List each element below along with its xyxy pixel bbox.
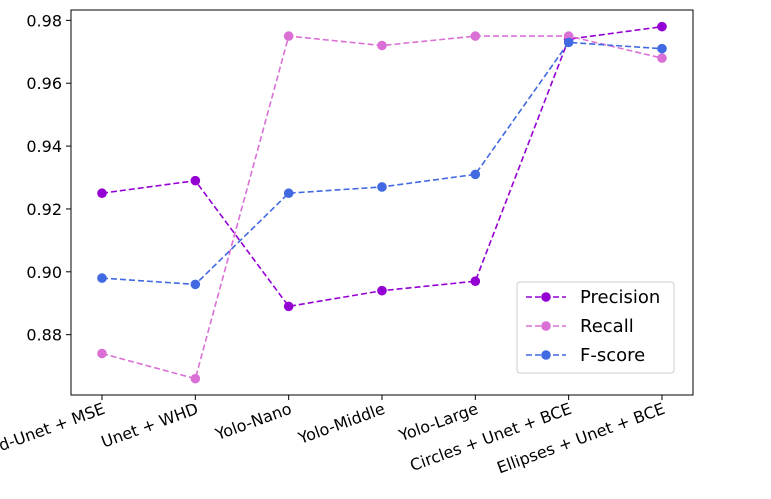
legend-label-precision: Precision xyxy=(580,287,660,308)
data-point-precision xyxy=(470,276,481,287)
legend-marker-recall xyxy=(541,321,551,331)
series-group xyxy=(97,21,667,384)
data-point-precision xyxy=(377,285,387,296)
legend-label-recall: Recall xyxy=(580,316,634,337)
data-point-recall xyxy=(283,31,294,41)
plot-frame xyxy=(70,9,694,396)
x-tick-label-yolo-middle: Yolo-Middle xyxy=(295,399,388,448)
data-point-f-score xyxy=(470,169,481,180)
data-point-recall xyxy=(470,31,481,41)
data-point-f-score xyxy=(377,182,387,192)
legend-box xyxy=(516,281,675,374)
data-point-f-score xyxy=(657,43,667,54)
series-f-score xyxy=(97,37,667,290)
x-tick-label-circles-unet-bce: Circles + Unet + BCE xyxy=(407,399,574,475)
data-point-f-score xyxy=(563,37,574,48)
y-tick-label: 0.94 xyxy=(26,137,62,156)
series-line-f-score xyxy=(101,41,663,286)
legend: Precision Recall F-score xyxy=(516,281,675,374)
x-tick-label-boosted-unet-mse: Boosted-Unet + MSE xyxy=(0,399,107,474)
data-point-precision xyxy=(97,188,107,199)
legend-label-f-score: F-score xyxy=(580,345,645,366)
data-point-recall xyxy=(377,40,387,51)
y-tick-label: 0.88 xyxy=(26,326,62,345)
data-point-precision xyxy=(190,175,201,186)
data-point-precision xyxy=(283,301,294,312)
y-axis: 0.88 0.90 0.92 0.94 0.96 0.98 xyxy=(26,11,71,345)
data-point-recall xyxy=(657,53,667,63)
y-tick-label: 0.96 xyxy=(26,74,62,93)
data-point-f-score xyxy=(190,279,201,290)
y-tick-label: 0.98 xyxy=(26,11,62,30)
data-point-precision xyxy=(657,21,667,32)
data-point-f-score xyxy=(283,188,294,199)
series-line-precision xyxy=(101,25,663,308)
data-point-f-score xyxy=(97,273,107,283)
y-tick-label: 0.92 xyxy=(26,200,62,219)
legend-marker-f-score xyxy=(541,350,551,360)
legend-marker-precision xyxy=(541,292,551,302)
x-tick-label-yolo-nano: Yolo-Nano xyxy=(212,399,294,444)
x-tick-label-unet-whd: Unet + WHD xyxy=(99,399,201,452)
data-point-recall xyxy=(190,373,201,384)
x-tick-label-ellipses-unet-bce: Ellipses + Unet + BCE xyxy=(494,399,667,477)
data-point-recall xyxy=(97,348,107,359)
series-precision xyxy=(97,21,667,312)
y-tick-label: 0.90 xyxy=(26,263,62,282)
